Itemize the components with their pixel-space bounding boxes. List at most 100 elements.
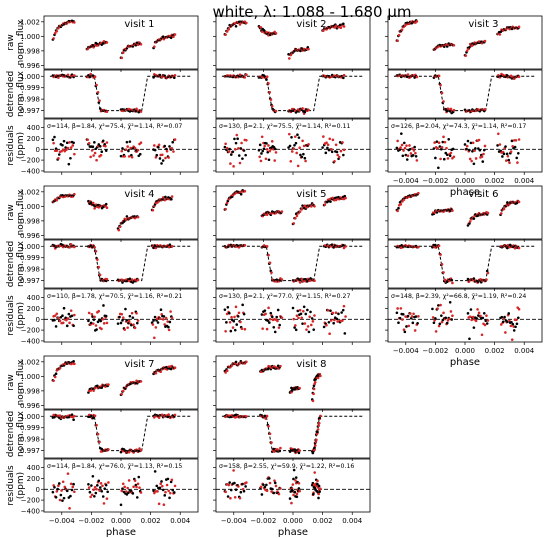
detrended-flux-point (342, 73, 346, 77)
residual-point (509, 324, 513, 328)
raw-flux-point (52, 37, 55, 40)
residual-point (331, 138, 335, 142)
detrended-flux-point (332, 246, 335, 249)
residual-point (414, 315, 418, 318)
residual-point (232, 165, 235, 168)
raw-flux-point (294, 216, 297, 220)
residual-point (340, 311, 343, 314)
raw-flux-point (486, 211, 490, 215)
raw-flux-point (91, 201, 95, 205)
residual-point (153, 491, 156, 495)
raw-flux-point (173, 33, 177, 36)
residual-point (410, 315, 414, 318)
detrended-flux-point (105, 277, 109, 281)
raw-flux-point (319, 374, 322, 378)
residual-point (105, 321, 109, 325)
raw-flux-point (299, 49, 302, 53)
residual-point (512, 329, 516, 332)
raw-flux-point (225, 369, 229, 373)
detrended-flux-point (98, 273, 102, 277)
residual-point (504, 159, 508, 162)
detrended-flux-point (444, 107, 448, 111)
residual-point (132, 485, 135, 489)
residual-point (227, 483, 231, 487)
residual-point (245, 481, 248, 484)
residual-point (55, 490, 59, 493)
residual-point (327, 320, 331, 324)
residual-point (319, 487, 322, 491)
residual-point (264, 312, 267, 316)
residual-point (411, 154, 415, 157)
residual-point (472, 326, 476, 329)
residual-point (448, 300, 452, 304)
residual-point (68, 321, 71, 325)
y-tick-label: 200 (27, 135, 40, 143)
residual-point (479, 314, 482, 318)
residual-point (449, 310, 453, 313)
residual-point (243, 327, 247, 331)
visit-label: visit 2 (296, 19, 326, 30)
residual-point (260, 493, 264, 496)
residual-point (98, 144, 102, 148)
residual-point (104, 144, 107, 148)
detrended-flux-point (264, 417, 267, 420)
residual-point (153, 470, 157, 473)
residual-point (127, 491, 130, 494)
detrended-flux-point (93, 75, 97, 79)
residual-point (270, 315, 274, 319)
y-tick-label: 1.000 (20, 243, 40, 251)
residual-point (312, 328, 316, 331)
raw-flux-point (245, 360, 248, 364)
row-label-line: detrended (6, 241, 16, 288)
residual-point (133, 146, 137, 150)
residual-point (238, 496, 242, 500)
residual-point (295, 314, 299, 318)
raw-flux-point (517, 25, 521, 29)
raw-flux-point (301, 204, 304, 207)
residual-point (442, 157, 446, 161)
raw-flux-point (307, 47, 310, 51)
residual-point (468, 337, 471, 341)
raw-flux-point (224, 207, 227, 211)
residual-point (296, 164, 300, 168)
residual-point (225, 312, 229, 316)
raw-flux-point (342, 25, 346, 28)
residual-point (101, 495, 105, 498)
residual-point (225, 321, 228, 324)
residual-point (437, 166, 440, 170)
detrended-flux-point (298, 281, 302, 284)
row-label-line: norm. flux (16, 189, 26, 236)
residual-point (465, 144, 469, 148)
raw-flux-point (343, 194, 347, 198)
detrended-flux-point (415, 75, 419, 79)
raw-flux-point (323, 203, 327, 207)
residual-point (436, 146, 439, 150)
residual-point (236, 137, 239, 141)
residual-point (478, 148, 482, 152)
row-label-line: residuals (6, 465, 16, 506)
residual-point (486, 319, 490, 322)
residual-point (164, 316, 168, 320)
residual-point (338, 155, 341, 159)
raw-flux-point (316, 376, 320, 380)
residual-point (333, 318, 336, 322)
transit-model-line (49, 415, 193, 452)
raw-flux-point (107, 383, 110, 386)
y-tick-label: 0.998 (20, 266, 40, 274)
residual-point (173, 484, 177, 488)
raw-flux-point (517, 200, 521, 204)
residual-point (516, 161, 519, 164)
detrended-flux-point (437, 244, 441, 248)
residual-point (228, 311, 231, 315)
raw-flux-point (139, 380, 143, 383)
raw-flux-point (120, 392, 124, 396)
residual-point (242, 312, 246, 316)
residual-point (403, 330, 407, 334)
raw-flux-point (100, 386, 104, 389)
residual-point (480, 155, 484, 158)
row-label: residuals(ppm) (6, 125, 26, 166)
transit-model-line (393, 75, 537, 112)
residual-point (436, 307, 439, 310)
residual-point (123, 328, 127, 331)
residual-point (300, 316, 304, 320)
